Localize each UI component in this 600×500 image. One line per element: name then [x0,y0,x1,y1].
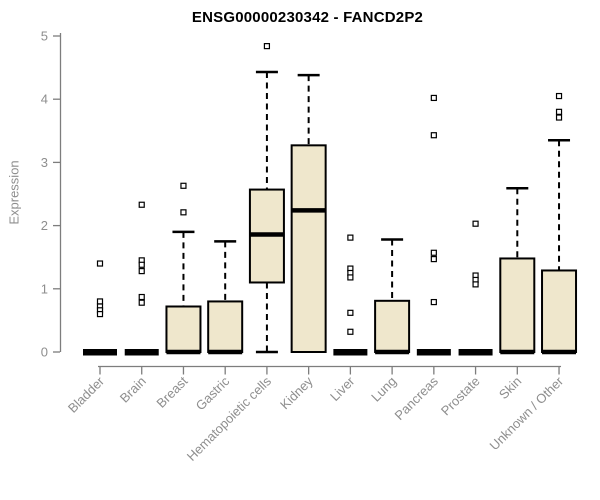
outlier-point [138,261,145,268]
box-group-liver [333,234,368,356]
x-tick-label: Gastric [193,373,233,413]
zero-bar [83,349,117,356]
outlier-point [555,108,563,115]
box-group-prostate [458,220,493,356]
zero-bar [333,349,368,356]
outlier-point [96,298,104,305]
zero-bar [416,349,451,356]
x-tick-label: Brain [117,374,149,406]
outlier-point [180,209,187,216]
outlier-point [430,249,437,256]
zero-bar [124,349,159,356]
iqr-box [374,299,411,354]
outlier-point [472,220,479,227]
outlier-point [555,114,563,121]
x-tick-label: Bladder [65,373,108,416]
zero-bar [458,349,493,356]
outlier-point [347,274,354,281]
outlier-point [430,132,437,139]
box-group-kidney [290,73,327,353]
outlier-point [138,201,145,208]
y-tick-label: 2 [41,218,48,233]
outlier-point [347,328,354,335]
outlier-point [347,234,354,241]
outlier-point [347,309,354,316]
box-group-skin [499,187,536,355]
x-tick-label: Liver [327,373,358,404]
y-tick-label: 0 [41,345,48,360]
box-group-breast [165,182,202,355]
outlier-point [555,92,563,100]
box-group-gastric [207,240,244,355]
box-group-hematopoietic-cells [248,43,285,354]
outlier-point [263,43,271,50]
y-tick-label: 3 [41,155,48,170]
y-tick-label: 4 [41,92,48,107]
y-tick-label: 5 [41,29,48,44]
outlier-point [138,293,145,301]
x-tick-label: Kidney [277,373,316,412]
outlier-point [138,299,145,306]
x-tick-label: Prostate [438,374,483,419]
y-tick-label: 1 [41,281,48,296]
iqr-box [165,305,202,354]
iqr-box [290,144,327,353]
x-tick-label: Skin [496,374,524,402]
outlier-point [138,268,145,275]
iqr-box [541,269,578,353]
outlier-point [472,281,479,288]
outlier-point [96,260,104,267]
box-group-brain [124,201,159,356]
x-tick-label: Lung [368,374,399,405]
iqr-box [499,257,536,353]
outlier-point [430,94,437,102]
x-tick-label: Pancreas [392,373,442,423]
box-group-lung [374,238,411,355]
box-group-pancreas [416,94,451,356]
x-tick-label: Unknown / Other [487,373,567,453]
box-group-unknown-other [541,92,578,355]
outlier-point [430,298,437,306]
chart-title: ENSG00000230342 - FANCD2P2 [191,9,424,26]
box-group-bladder [83,260,117,356]
outlier-point [430,255,437,263]
iqr-box [207,300,244,354]
x-tick-label: Breast [153,373,190,410]
outlier-point [96,310,104,318]
outlier-point [180,182,187,189]
